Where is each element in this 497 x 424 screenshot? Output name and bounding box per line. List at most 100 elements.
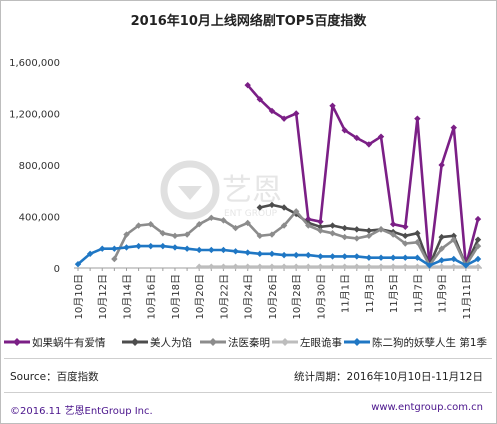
data-point bbox=[450, 124, 457, 131]
x-tick-label: 11月5日 bbox=[388, 274, 400, 313]
data-point bbox=[329, 230, 336, 237]
data-point bbox=[474, 263, 482, 270]
data-point bbox=[183, 245, 191, 252]
data-point bbox=[377, 133, 385, 140]
chart-axes: 0 400,000 800,000 1,200,000 1,600,000 10月10日 1… bbox=[9, 58, 482, 319]
data-point bbox=[377, 263, 385, 270]
data-point bbox=[341, 224, 348, 232]
data-point bbox=[208, 214, 215, 221]
data-point bbox=[317, 253, 324, 260]
data-point bbox=[268, 263, 276, 270]
x-tick-label: 11月3日 bbox=[364, 274, 376, 313]
data-point bbox=[280, 115, 288, 122]
data-point bbox=[268, 201, 276, 209]
data-point bbox=[462, 262, 470, 269]
data-point bbox=[414, 239, 421, 246]
y-tick-label: 1,200,000 bbox=[9, 110, 60, 121]
data-point bbox=[317, 223, 324, 230]
data-point bbox=[74, 260, 82, 268]
x-tick-label: 11月7日 bbox=[412, 274, 424, 313]
legend-label-series-2: 美人为馅 bbox=[150, 337, 192, 349]
data-point bbox=[196, 246, 203, 254]
data-point bbox=[171, 232, 179, 240]
data-point bbox=[389, 221, 397, 228]
data-point bbox=[414, 115, 421, 122]
data-point bbox=[305, 263, 312, 270]
data-point bbox=[450, 236, 457, 243]
data-point bbox=[244, 263, 251, 270]
data-point bbox=[244, 81, 251, 89]
data-point bbox=[450, 232, 457, 240]
data-point bbox=[232, 263, 239, 270]
data-point bbox=[377, 226, 385, 233]
legend-label-series-3: 法医秦明 bbox=[228, 337, 270, 349]
data-point bbox=[365, 227, 373, 234]
data-point bbox=[86, 250, 94, 258]
data-point bbox=[232, 224, 239, 232]
data-point bbox=[268, 231, 276, 238]
series-1 bbox=[244, 81, 482, 269]
data-point bbox=[341, 253, 348, 260]
data-point bbox=[280, 251, 288, 259]
website-link[interactable]: www.entgroup.com.cn bbox=[371, 402, 483, 413]
y-tick-label: 0 bbox=[54, 264, 60, 275]
data-point bbox=[196, 221, 203, 228]
data-point bbox=[256, 96, 264, 103]
data-point bbox=[365, 263, 373, 270]
data-point bbox=[341, 127, 348, 134]
y-tick-label: 800,000 bbox=[19, 161, 60, 172]
x-tick-label: 10月26日 bbox=[267, 274, 279, 319]
series-3 bbox=[111, 208, 482, 269]
data-point bbox=[365, 232, 373, 240]
data-point bbox=[474, 242, 482, 250]
data-point bbox=[208, 263, 215, 270]
data-point bbox=[402, 232, 409, 240]
x-tick-label: 10月30日 bbox=[315, 274, 327, 319]
period-label: 统计周期：2016年10月10日-11月12日 bbox=[294, 371, 483, 383]
data-point bbox=[353, 253, 360, 260]
data-point bbox=[292, 251, 300, 259]
data-point bbox=[292, 208, 300, 215]
data-point bbox=[329, 253, 336, 260]
data-point bbox=[268, 250, 276, 258]
x-tick-label: 11月11日 bbox=[461, 274, 473, 319]
data-point bbox=[244, 249, 251, 256]
data-point bbox=[111, 245, 118, 252]
data-point bbox=[220, 246, 227, 254]
data-point bbox=[159, 230, 167, 237]
data-point bbox=[317, 227, 324, 234]
divider bbox=[4, 358, 492, 359]
data-point bbox=[402, 263, 409, 270]
data-point bbox=[280, 204, 288, 211]
series-layer bbox=[74, 81, 482, 270]
data-point bbox=[292, 263, 300, 270]
data-point bbox=[305, 251, 312, 259]
series-4 bbox=[196, 263, 482, 270]
watermark-subtext: ENT GROUP bbox=[224, 209, 278, 219]
data-point bbox=[474, 255, 482, 263]
data-point bbox=[111, 255, 118, 263]
data-point bbox=[305, 222, 312, 229]
x-tick-label: 11月9日 bbox=[437, 274, 449, 313]
data-point bbox=[317, 218, 324, 225]
data-point bbox=[147, 242, 154, 250]
series-5 bbox=[74, 242, 482, 269]
data-point bbox=[171, 244, 179, 251]
y-tick-label: 1,600,000 bbox=[9, 58, 60, 69]
line-chart: 0 400,000 800,000 1,200,000 1,600,000 10月10日 1… bbox=[9, 58, 482, 319]
data-point bbox=[329, 222, 336, 229]
data-point bbox=[402, 254, 409, 261]
copyright-text: ©2016.11 艺恩EntGroup Inc. bbox=[10, 406, 153, 417]
data-point bbox=[280, 222, 288, 229]
data-point bbox=[402, 223, 409, 230]
x-tick-label: 10月12日 bbox=[97, 274, 109, 319]
data-point bbox=[414, 254, 421, 261]
data-point bbox=[196, 263, 203, 270]
x-tick-label: 10月14日 bbox=[121, 274, 133, 319]
data-point bbox=[183, 231, 191, 238]
data-point bbox=[353, 235, 360, 242]
x-tick-label: 10月18日 bbox=[170, 274, 182, 319]
legend-label-series-4: 左眼诡事 bbox=[300, 337, 342, 349]
data-point bbox=[353, 134, 360, 142]
data-point bbox=[365, 141, 373, 148]
